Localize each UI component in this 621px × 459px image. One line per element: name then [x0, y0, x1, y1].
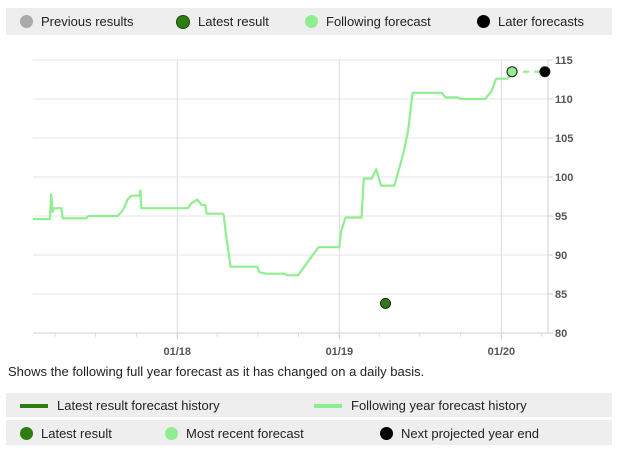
chart-axes: 80 85 90 95 100 105 110 115 01/18 01/19 01/20 — [33, 55, 573, 358]
legend-lines-bar — [6, 393, 612, 417]
legend-label: Previous results — [41, 14, 134, 29]
next-projected-year-end-dot-icon — [380, 427, 393, 440]
legend-label: Most recent forecast — [186, 426, 304, 441]
following-forecast-dot-icon — [305, 15, 318, 28]
later-forecasts-dot-icon — [477, 15, 490, 28]
legend-previous-results: Previous results — [20, 14, 133, 29]
forecast-history-line — [33, 71, 513, 277]
most-recent-forecast-marker — [506, 66, 518, 78]
most-recent-forecast-dot-icon — [165, 427, 178, 440]
y-tick-label: 85 — [555, 289, 567, 301]
legend-label: Latest result — [41, 426, 112, 441]
chart-series — [33, 70, 545, 277]
legend-most-recent-forecast: Most recent forecast — [165, 426, 304, 441]
y-tick-label: 100 — [555, 172, 573, 184]
latest-result-dot-icon — [176, 14, 190, 29]
chart-grid — [33, 59, 548, 334]
y-tick-label: 90 — [555, 250, 567, 262]
previous-results-dot-icon — [20, 15, 33, 28]
legend-following-year-forecast-history: Following year forecast history — [314, 398, 527, 413]
forecast-line-chart: 80 85 90 95 100 105 110 115 01/18 01/19 01/20 — [33, 55, 573, 358]
legend-latest-result: Latest result — [176, 14, 269, 29]
legend-label: Latest result forecast history — [57, 398, 220, 413]
light-green-line-icon — [314, 403, 342, 408]
legend-label: Next projected year end — [401, 426, 540, 441]
legend-latest-result-forecast-history: Latest result forecast history — [20, 398, 220, 413]
latest-result-marker — [380, 297, 392, 309]
x-tick-label: 01/19 — [326, 346, 354, 358]
chart-caption: Shows the following full year forecast a… — [8, 364, 425, 379]
legend-latest-result-marker: Latest result — [20, 426, 112, 441]
y-tick-label: 105 — [555, 133, 573, 145]
x-tick-label: 01/18 — [164, 346, 192, 358]
y-tick-label: 95 — [555, 211, 567, 223]
latest-result-dot-icon — [20, 427, 33, 440]
next-projected-year-end-marker — [539, 66, 551, 78]
legend-next-projected-year-end: Next projected year end — [380, 426, 539, 441]
chart-markers — [380, 66, 551, 309]
legend-following-forecast: Following forecast — [305, 14, 431, 29]
dark-green-line-icon — [20, 403, 48, 408]
legend-label: Following year forecast history — [351, 398, 527, 413]
legend-label: Later forecasts — [498, 14, 584, 29]
y-tick-label: 110 — [555, 94, 573, 106]
x-tick-label: 01/20 — [488, 346, 516, 358]
y-tick-label: 80 — [555, 328, 567, 340]
legend-label: Latest result — [198, 14, 269, 29]
legend-later-forecasts: Later forecasts — [477, 14, 584, 29]
y-tick-label: 115 — [555, 55, 573, 67]
legend-dots-bar — [6, 420, 612, 445]
legend-label: Following forecast — [326, 14, 431, 29]
